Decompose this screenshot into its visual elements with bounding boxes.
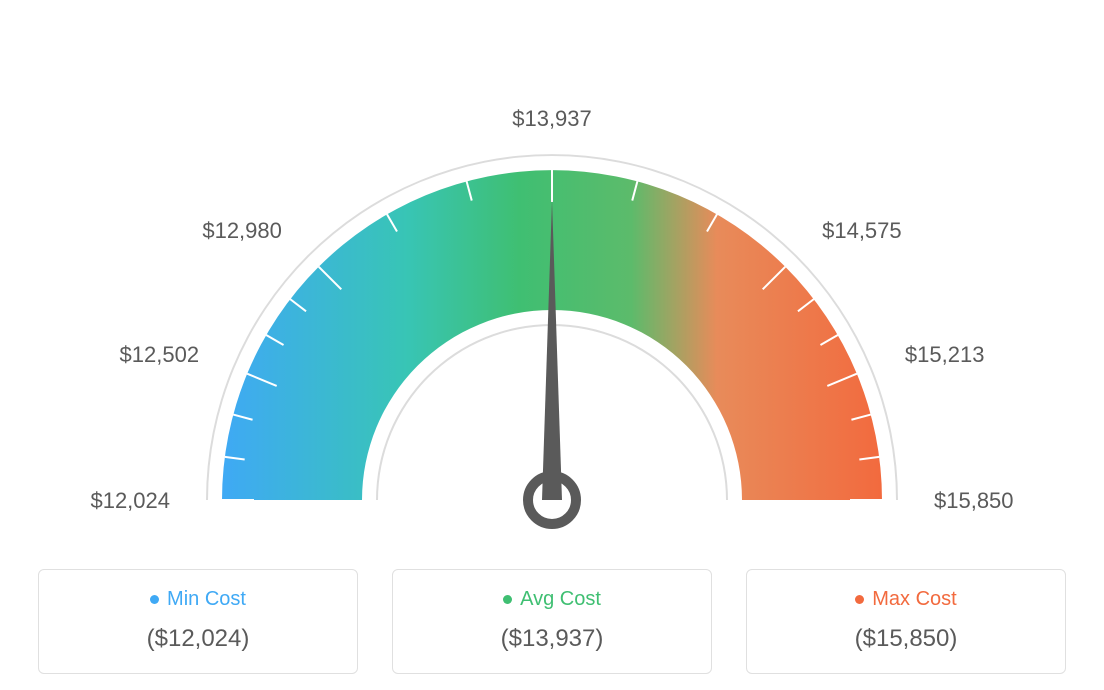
legend-label-min: Min Cost bbox=[39, 588, 357, 611]
gauge-tick-label: $12,024 bbox=[84, 488, 170, 514]
legend-label-text: Min Cost bbox=[167, 588, 246, 611]
legend-label-avg: Avg Cost bbox=[393, 588, 711, 611]
legend-value-max: ($15,850) bbox=[747, 625, 1065, 653]
gauge-svg bbox=[72, 20, 1032, 560]
dot-icon bbox=[855, 595, 864, 604]
legend-value-min: ($12,024) bbox=[39, 625, 357, 653]
legend-card-max: Max Cost ($15,850) bbox=[746, 569, 1066, 674]
legend-label-max: Max Cost bbox=[747, 588, 1065, 611]
gauge-tick-label: $12,980 bbox=[196, 218, 282, 244]
gauge-tick-label: $14,575 bbox=[822, 218, 902, 244]
gauge-tick-label: $13,937 bbox=[507, 106, 597, 132]
dot-icon bbox=[503, 595, 512, 604]
gauge-tick-label: $15,850 bbox=[934, 488, 1014, 514]
gauge-tick-label: $12,502 bbox=[113, 342, 199, 368]
legend-label-text: Avg Cost bbox=[520, 588, 601, 611]
legend-card-avg: Avg Cost ($13,937) bbox=[392, 569, 712, 674]
dot-icon bbox=[150, 595, 159, 604]
legend-card-min: Min Cost ($12,024) bbox=[38, 569, 358, 674]
legend-row: Min Cost ($12,024) Avg Cost ($13,937) Ma… bbox=[0, 569, 1104, 674]
gauge-container: $12,024 $12,502 $12,980 $13,937 $14,575 $15,2… bbox=[0, 0, 1104, 560]
gauge-tick-label: $15,213 bbox=[905, 342, 985, 368]
legend-value-avg: ($13,937) bbox=[393, 625, 711, 653]
legend-label-text: Max Cost bbox=[872, 588, 956, 611]
